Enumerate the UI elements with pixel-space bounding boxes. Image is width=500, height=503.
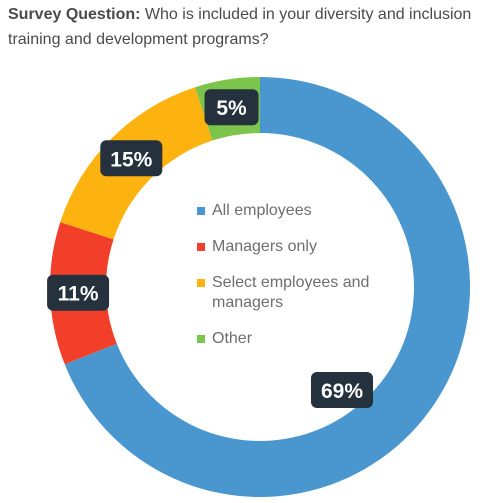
legend-item-all-employees: All employees [197,201,372,221]
badge-other: 5% [204,89,259,126]
badge-managers-only: 11% [47,274,110,311]
legend-label-all-employees: All employees [212,202,312,219]
legend-item-managers-only: Managers only [197,237,372,257]
badge-all-employees: 69% [311,372,373,408]
value-label-select-employees-and-managers: 15% [110,148,152,171]
legend-swatch-all-employees [197,207,205,215]
legend-item-select-employees-and-managers: Select employees and managers [197,273,372,313]
legend-label-managers-only: Managers only [212,238,317,255]
legend-label-other: Other [212,330,253,347]
badge-bg [100,140,163,177]
badge-bg [311,372,373,408]
badge-bg [204,89,259,126]
badge-select-employees-and-managers: 15% [100,140,163,177]
survey-question: Survey Question: Who is included in your… [8,2,488,52]
value-label-managers-only: 11% [58,283,99,306]
survey-question-text: Who is included in your diversity and in… [8,6,472,48]
chart-legend: All employees Managers only Select emplo… [197,201,372,365]
legend-swatch-select-employees-and-managers [197,279,205,287]
legend-swatch-managers-only [197,243,205,251]
legend-label-select-employees-and-managers: Select employees and managers [212,274,370,311]
legend-item-other: Other [197,329,372,349]
survey-question-label: Survey Question: [8,6,141,23]
value-label-all-employees: 69% [321,380,363,403]
badge-bg [47,274,110,311]
legend-swatch-other [197,335,205,343]
value-label-other: 5% [216,97,247,120]
